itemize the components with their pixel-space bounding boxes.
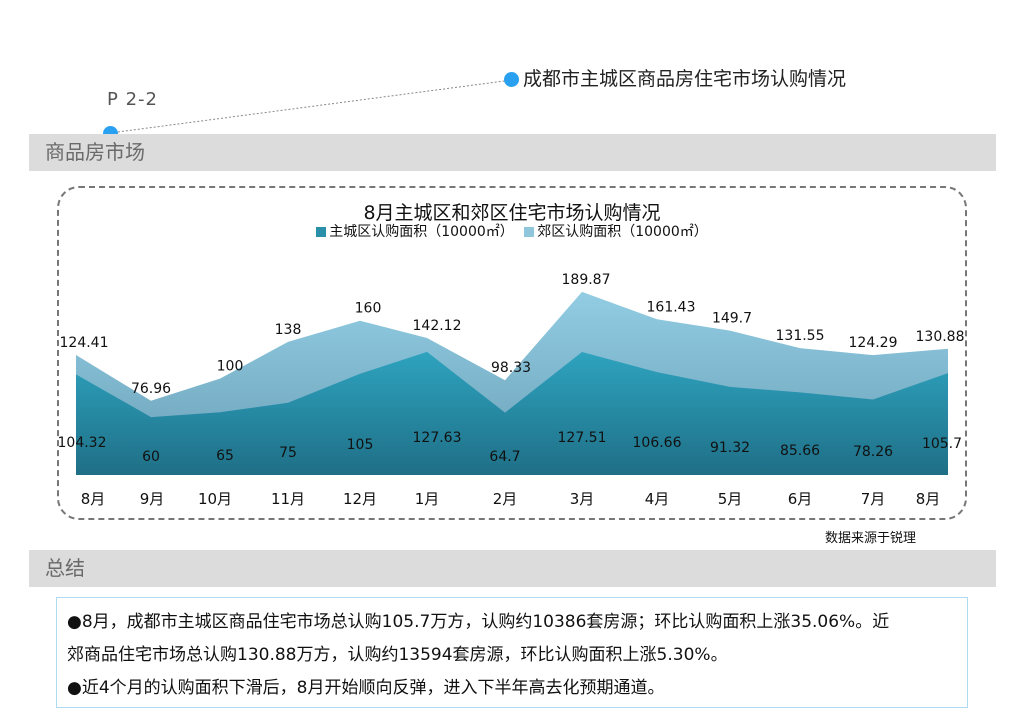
data-label-suburb: 161.43 bbox=[647, 299, 696, 315]
data-label-main: 64.7 bbox=[489, 449, 520, 465]
section-label-market: 商品房市场 bbox=[45, 140, 145, 164]
legend-item-main: 主城区认购面积（10000㎡） bbox=[316, 221, 514, 241]
data-label-main: 85.66 bbox=[780, 443, 820, 459]
x-tick-label: 5月 bbox=[718, 490, 743, 508]
legend-swatch-main bbox=[316, 227, 327, 237]
data-label-main: 105.7 bbox=[922, 436, 962, 452]
x-tick-label: 6月 bbox=[788, 490, 813, 508]
legend-item-suburb: 郊区认购面积（10000㎡） bbox=[524, 221, 708, 241]
x-tick-label: 9月 bbox=[140, 490, 165, 508]
data-label-suburb: 189.87 bbox=[562, 272, 611, 288]
summary-line: ●近4个月的认购面积下滑后，8月开始顺向反弹，进入下半年高去化预期通道。 bbox=[67, 678, 665, 698]
data-label-suburb: 142.12 bbox=[413, 318, 462, 334]
x-tick-label: 3月 bbox=[570, 490, 595, 508]
chart-title: 8月主城区和郊区住宅市场认购情况 bbox=[363, 202, 661, 224]
source-note: 数据来源于锐理 bbox=[825, 531, 917, 546]
data-label-suburb: 149.7 bbox=[712, 311, 752, 327]
x-tick-label: 1月 bbox=[415, 490, 440, 508]
section-label-summary: 总结 bbox=[45, 556, 85, 580]
legend-swatch-suburb bbox=[524, 227, 535, 237]
summary-line: 郊商品住宅市场总认购130.88万方，认购约13594套房源，环比认购面积上涨5… bbox=[67, 645, 728, 665]
data-label-main: 127.51 bbox=[558, 430, 607, 446]
data-label-suburb: 138 bbox=[275, 322, 302, 338]
data-label-suburb: 160 bbox=[355, 301, 382, 317]
data-label-suburb: 76.96 bbox=[131, 381, 171, 397]
x-tick-label: 11月 bbox=[271, 490, 305, 508]
data-label-suburb: 131.55 bbox=[776, 328, 825, 344]
data-label-main: 78.26 bbox=[853, 444, 893, 460]
data-label-main: 91.32 bbox=[710, 440, 750, 456]
data-label-suburb: 100 bbox=[217, 359, 244, 375]
data-label-main: 60 bbox=[142, 449, 160, 465]
chart-frame bbox=[57, 186, 967, 520]
x-tick-label: 2月 bbox=[493, 490, 518, 508]
data-label-main: 65 bbox=[216, 448, 234, 464]
page-code: P 2-2 bbox=[107, 89, 158, 110]
section-band-summary: 总结 bbox=[29, 550, 996, 587]
x-tick-label: 8月 bbox=[81, 490, 106, 508]
page-title: 成都市主城区商品房住宅市场认购情况 bbox=[523, 68, 847, 90]
legend-label-main: 主城区认购面积（10000㎡） bbox=[329, 224, 514, 240]
x-tick-label: 12月 bbox=[343, 490, 377, 508]
data-label-suburb: 124.29 bbox=[849, 335, 898, 351]
data-label-main: 75 bbox=[279, 445, 297, 461]
connector-end-dot bbox=[504, 72, 519, 87]
x-tick-label: 10月 bbox=[198, 490, 232, 508]
summary-line: ●8月，成都市主城区商品住宅市场总认购105.7万方，认购约10386套房源；环… bbox=[67, 612, 890, 632]
legend-label-suburb: 郊区认购面积（10000㎡） bbox=[537, 224, 708, 240]
x-tick-label: 4月 bbox=[645, 490, 670, 508]
summary-box: ●8月，成都市主城区商品住宅市场总认购105.7万方，认购约10386套房源；环… bbox=[56, 597, 968, 708]
x-tick-label: 8月 bbox=[916, 490, 941, 508]
data-label-suburb: 130.88 bbox=[916, 329, 965, 345]
chart-legend: 主城区认购面积（10000㎡） 郊区认购面积（10000㎡） bbox=[57, 221, 967, 241]
data-label-main: 127.63 bbox=[413, 430, 462, 446]
section-band-market: 商品房市场 bbox=[29, 134, 996, 171]
data-label-main: 105 bbox=[347, 437, 374, 453]
data-label-suburb: 124.41 bbox=[60, 335, 109, 351]
data-label-main: 104.32 bbox=[58, 435, 107, 451]
x-tick-label: 7月 bbox=[861, 490, 886, 508]
data-label-suburb: 98.33 bbox=[491, 360, 531, 376]
data-label-main: 106.66 bbox=[633, 435, 682, 451]
series-area-main bbox=[76, 351, 948, 475]
